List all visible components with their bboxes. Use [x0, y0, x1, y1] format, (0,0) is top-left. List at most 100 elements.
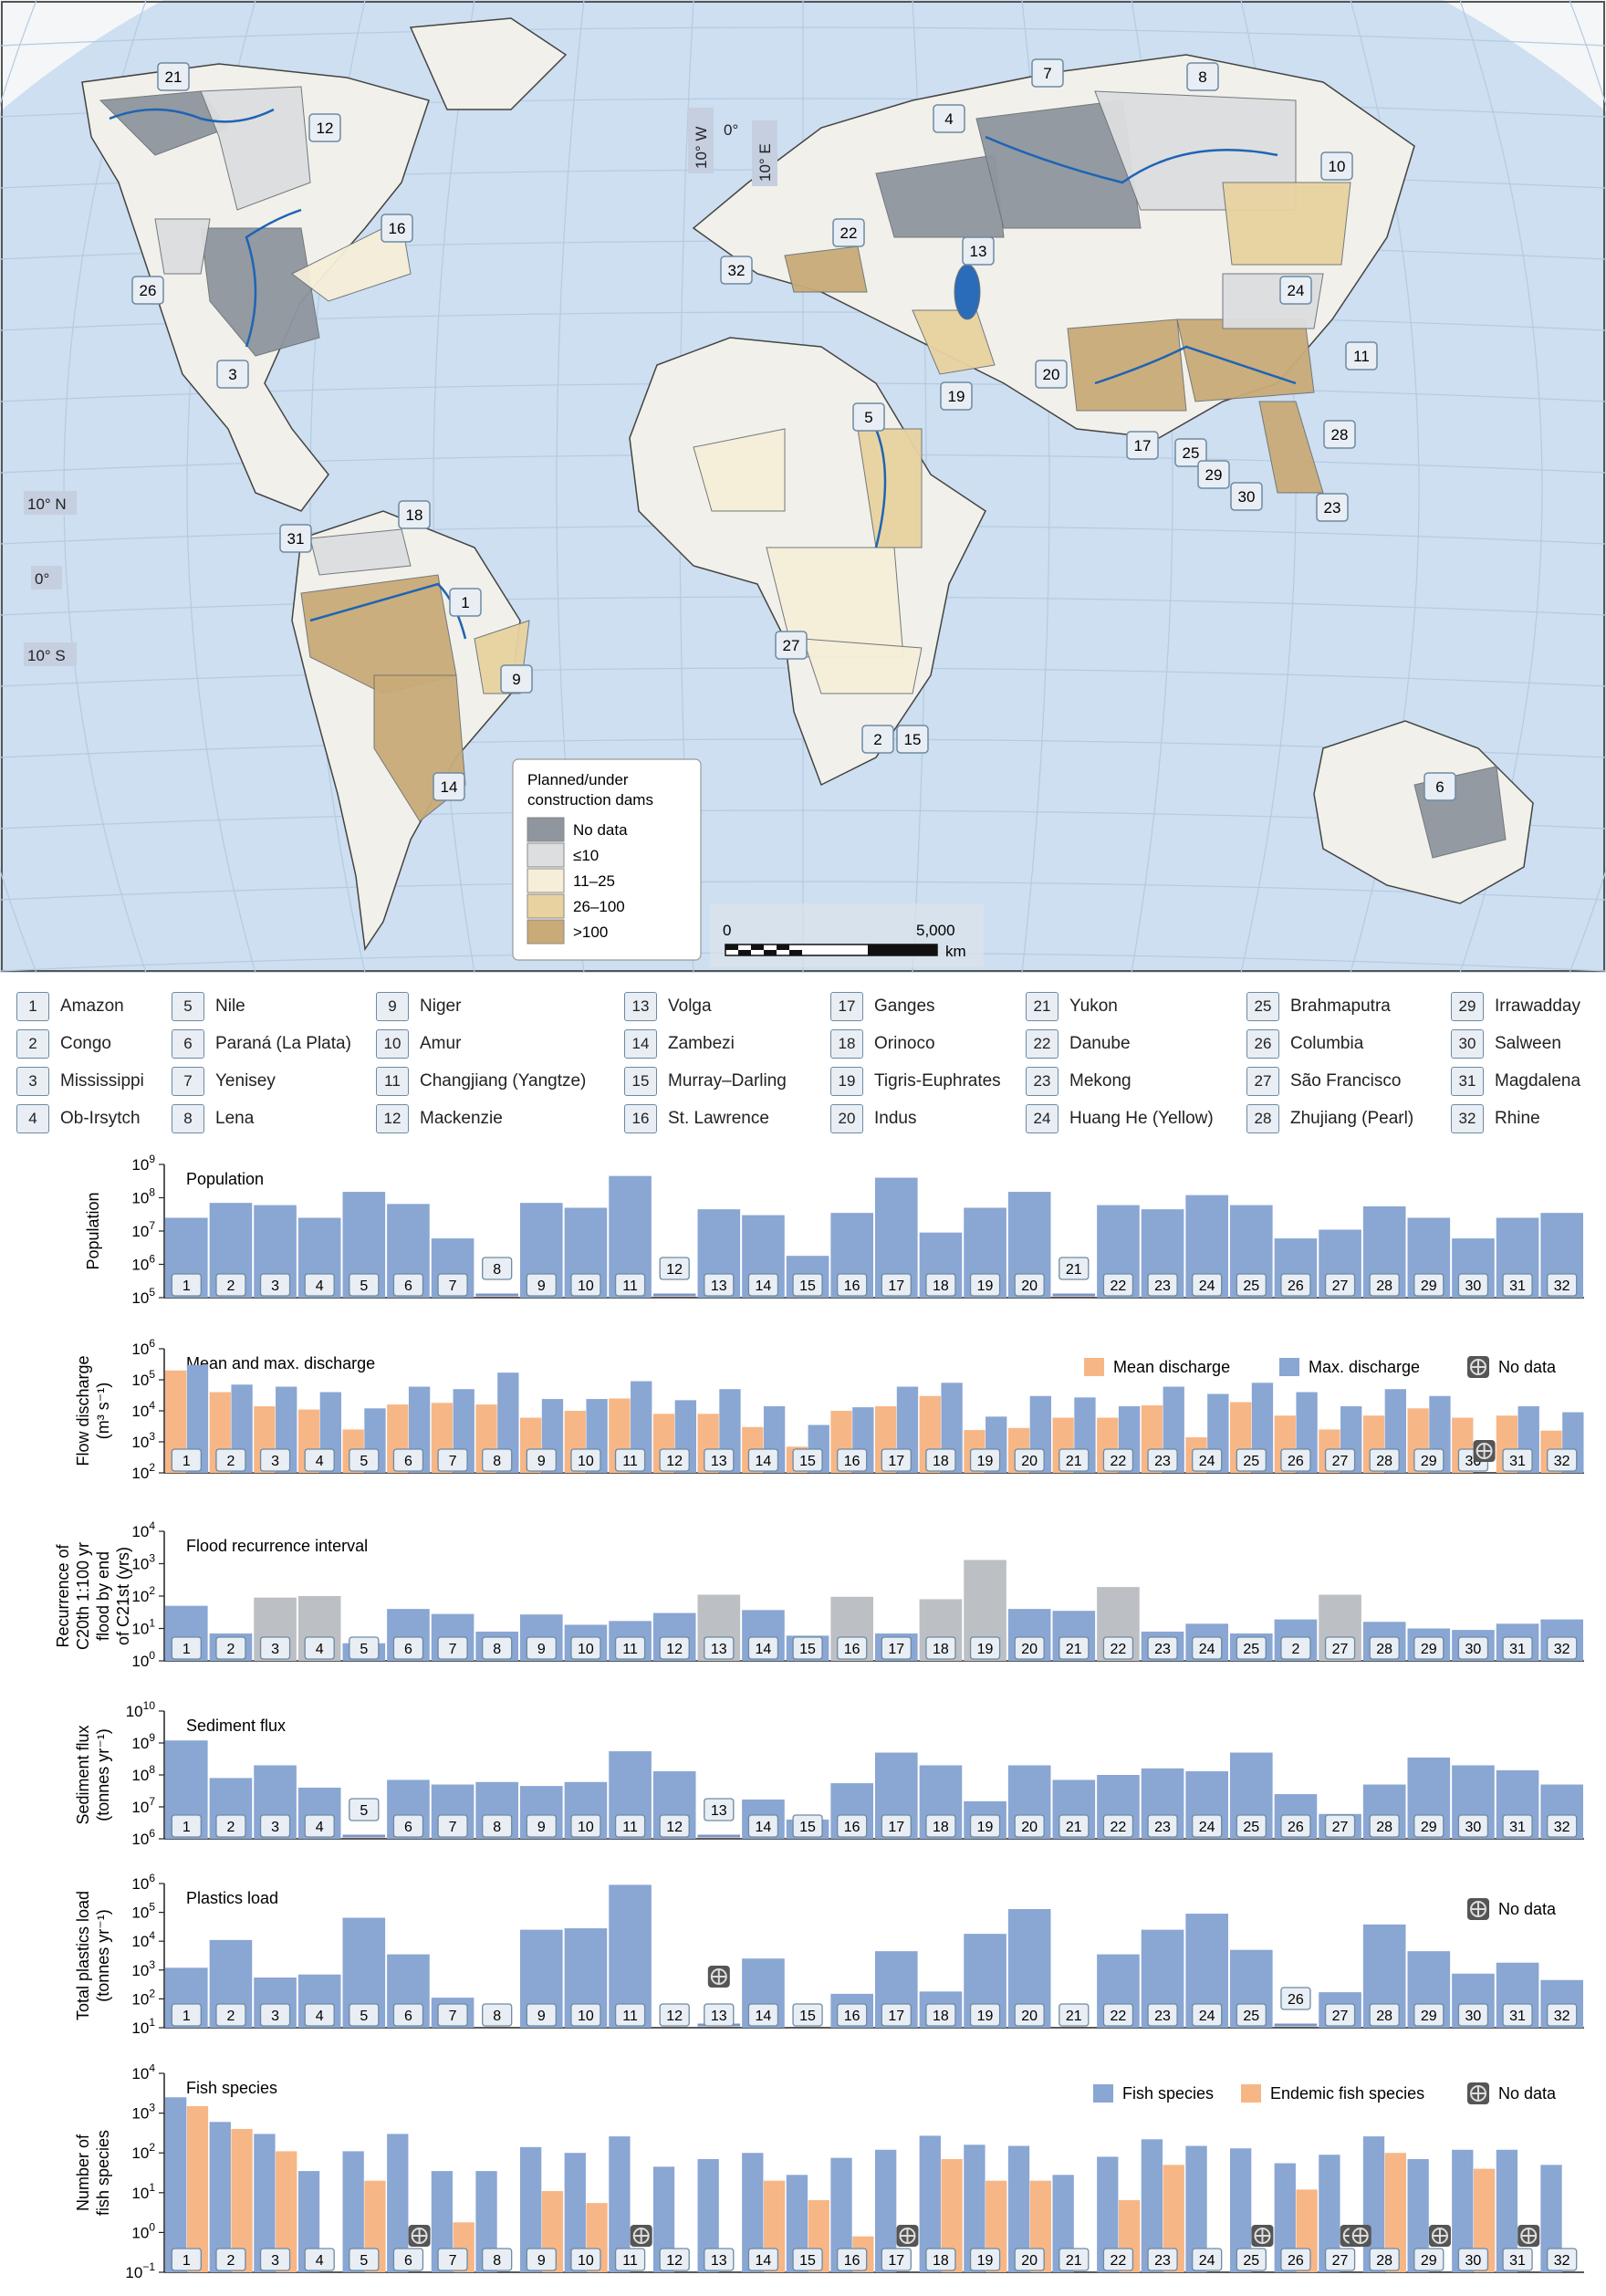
river-legend-item: 31 Magdalena [1451, 1066, 1580, 1097]
category-box [659, 2003, 690, 2027]
category-box [259, 1814, 291, 1838]
category-box [482, 1636, 513, 1660]
river-legend-item: 30 Salween [1451, 1028, 1561, 1059]
category-box [792, 1814, 823, 1838]
river-legend-number: 11 [376, 1067, 409, 1096]
category-box [1014, 1636, 1045, 1660]
bar-b [1384, 2153, 1406, 2272]
river-legend-name: Volga [668, 997, 712, 1016]
y-tick-label: 106 [131, 1827, 155, 1848]
river-legend-item: 9 Niger [376, 991, 461, 1022]
category-label: 21 [1066, 1642, 1082, 1657]
category-box [704, 1448, 735, 1472]
legend-label: Endemic fish species [1270, 2084, 1424, 2103]
chart-title: Flood recurrence interval [186, 1537, 368, 1555]
category-box [259, 2003, 291, 2027]
y-axis-label: Total plastics load [74, 1891, 92, 2020]
map-marker-box [381, 214, 413, 243]
category-label: 20 [1021, 1454, 1038, 1469]
map-marker-label: 21 [165, 68, 182, 86]
category-label: 11 [622, 1820, 638, 1835]
dam-class-label: 26–100 [573, 898, 625, 915]
category-label: 22 [1111, 1820, 1127, 1835]
category-box [1324, 2248, 1356, 2271]
category-box [1547, 1814, 1578, 1838]
y-tick-label: 104 [131, 1519, 155, 1540]
category-box [659, 1814, 690, 1838]
category-label: 24 [1199, 1820, 1215, 1835]
category-box [349, 1636, 380, 1660]
y-axis-label: (tonnes yr⁻¹) [94, 1728, 112, 1821]
river-legend-name: Mississippi [60, 1071, 144, 1091]
category-label: 10 [578, 2009, 594, 2024]
river-legend-number: 25 [1246, 992, 1279, 1021]
category-label: 14 [756, 1454, 772, 1469]
y-tick-label: 102 [131, 2141, 155, 2162]
category-label: 4 [316, 1820, 324, 1835]
no-data-icon-cross [1476, 1444, 1492, 1458]
map-marker-box [216, 360, 249, 389]
river-legend-item: 12 Mackenzie [376, 1103, 503, 1134]
bar-a [652, 2166, 675, 2272]
river-legend-item: 26 Columbia [1246, 1028, 1363, 1059]
category-box [792, 2003, 823, 2027]
y-tick-label: 106 [131, 1873, 155, 1893]
category-box [704, 1273, 735, 1297]
category-box [659, 2248, 690, 2271]
category-box [1014, 1273, 1045, 1297]
category-box [1192, 1636, 1223, 1660]
category-box [482, 1257, 513, 1280]
category-box [969, 1273, 1001, 1297]
river-legend-item: 17 Ganges [830, 991, 935, 1022]
map-marker-label: 19 [948, 388, 965, 405]
category-box [526, 2003, 557, 2027]
river-legend-item: 27 São Francisco [1246, 1066, 1401, 1097]
category-box [747, 1814, 779, 1838]
category-label: 5 [360, 2009, 368, 2024]
river-legend-name: Danube [1069, 1034, 1131, 1053]
category-label: 21 [1066, 1820, 1082, 1835]
category-label: 8 [493, 2009, 501, 2024]
category-box [526, 1273, 557, 1297]
category-box [1058, 1257, 1090, 1280]
category-box [1236, 1636, 1267, 1660]
map-marker-box [861, 725, 894, 754]
river-legend-item: 24 Huang He (Yellow) [1026, 1103, 1214, 1134]
category-label: 19 [977, 1642, 994, 1657]
y-tick-label: 103 [131, 1958, 155, 1979]
category-label: 14 [756, 2009, 772, 2024]
river-legend-item: 21 Yukon [1026, 991, 1118, 1022]
basin-19 [857, 428, 923, 548]
category-label: 18 [933, 1278, 949, 1294]
river-legend-item: 14 Zambezi [624, 1028, 735, 1059]
category-label: 13 [711, 2253, 727, 2269]
river-legend-name: Changjiang (Yangtze) [420, 1071, 587, 1091]
category-box [747, 1273, 779, 1297]
legend-label: No data [1498, 1900, 1557, 1918]
river-legend-number: 29 [1451, 992, 1484, 1021]
map-marker-box [398, 500, 431, 529]
category-box [881, 2003, 912, 2027]
chart-title: Sediment flux [186, 1717, 286, 1735]
category-label: 30 [1465, 2253, 1482, 2269]
map-marker-label: 7 [1043, 65, 1051, 82]
category-label: 29 [1421, 1454, 1437, 1469]
category-label: 9 [537, 1278, 546, 1294]
bar-a [1540, 2165, 1562, 2272]
river-legend-item: 1 Amazon [16, 991, 124, 1022]
category-box [1502, 1814, 1533, 1838]
y-tick-label: 106 [131, 1337, 155, 1358]
category-label: 14 [756, 2253, 772, 2269]
category-box [1324, 1273, 1356, 1297]
river-legend-name: St. Lawrence [668, 1109, 769, 1128]
category-label: 26 [1288, 1278, 1304, 1294]
category-label: 7 [449, 1820, 457, 1835]
category-box [304, 1814, 335, 1838]
map-marker-label: 13 [970, 243, 987, 260]
basin-22 [802, 638, 923, 694]
category-label: 17 [888, 2009, 904, 2024]
category-box [659, 1448, 690, 1472]
map-marker-label: 15 [904, 731, 922, 748]
category-box [1236, 2003, 1267, 2027]
map-marker-box [308, 113, 341, 142]
